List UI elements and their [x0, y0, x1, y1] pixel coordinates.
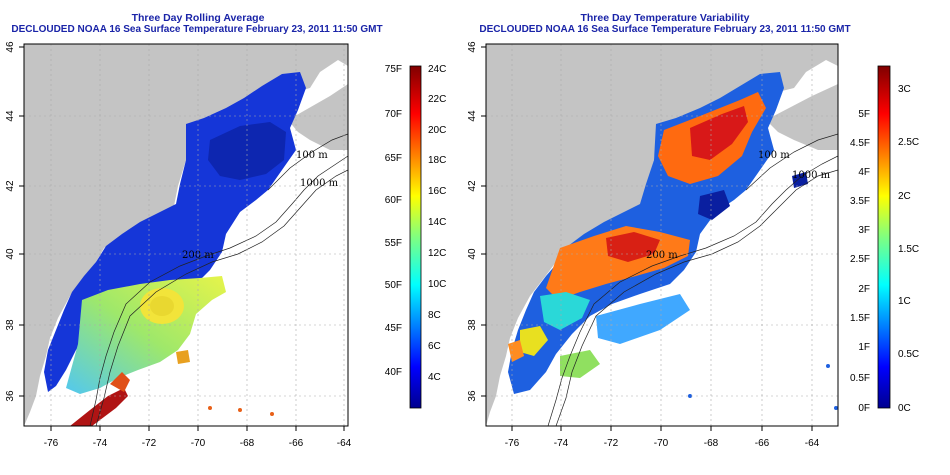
right-x-tick: -74: [554, 438, 569, 449]
right-colorbar-c-label: 0.5C: [898, 349, 919, 360]
right-colorbar-f-label: 3F: [858, 225, 870, 236]
left-colorbar-c-label: 16C: [428, 186, 446, 197]
right-title-line1: Three Day Temperature Variability: [580, 12, 750, 24]
left-warm-water: [66, 276, 226, 394]
right-y-tick: 42: [467, 180, 478, 192]
left-y-tick: 40: [5, 248, 16, 260]
left-colorbar-f-label: 75F: [385, 64, 402, 75]
right-colorbar-c-label: 3C: [898, 84, 911, 95]
right-isobath-label: 100 m: [758, 150, 790, 161]
left-colorbar-c-label: 18C: [428, 155, 446, 166]
left-colorbar-c-label: 14C: [428, 217, 446, 228]
left-colorbar-f-label: 40F: [385, 367, 402, 378]
left-colorbar-c-label: 6C: [428, 341, 441, 352]
right-y-tick: 44: [467, 110, 478, 122]
right-colorbar-f-label: 1.5F: [850, 313, 870, 324]
left-gridlines: [24, 44, 348, 426]
left-title-line1: Three Day Rolling Average: [131, 12, 265, 24]
right-colorbar-c-label: 2C: [898, 191, 911, 202]
left-colorbar: [409, 65, 422, 409]
right-x-tick: -66: [755, 438, 770, 449]
right-x-tick: -68: [704, 438, 719, 449]
right-y-tick: 36: [467, 390, 478, 402]
right-x-tick: -64: [805, 438, 820, 449]
right-y-tick: 40: [467, 248, 478, 260]
left-colorbar-f-label: 65F: [385, 153, 402, 164]
left-x-tick: -70: [191, 438, 206, 449]
left-colorbar-f-label: 50F: [385, 280, 402, 291]
left-colorbar-f-label: 60F: [385, 195, 402, 206]
right-colorbar-f-label: 4F: [858, 167, 870, 178]
left-y-tick: 38: [5, 319, 16, 331]
left-colorbar-c-label: 12C: [428, 248, 446, 259]
left-land-mass: [24, 44, 348, 426]
left-colorbar-c-label: 4C: [428, 372, 441, 383]
left-colorbar-c-label: 10C: [428, 279, 446, 290]
right-colorbar-c-label: 0C: [898, 403, 911, 414]
right-colorbar-f-label: 0F: [858, 403, 870, 414]
right-land-mass: [486, 44, 838, 426]
left-isobath-label: 100 m: [296, 150, 328, 161]
right-x-tick: -76: [505, 438, 520, 449]
right-title-line2: DECLOUDED NOAA 16 Sea Surface Temperatur…: [479, 24, 851, 35]
left-y-tick: 44: [5, 110, 16, 122]
right-x-axis: [511, 426, 813, 431]
right-colorbar-f-label: 2.5F: [850, 254, 870, 265]
left-isobath-label: 1000 m: [300, 178, 339, 189]
right-gridlines: [486, 44, 838, 426]
left-colorbar-f-label: 45F: [385, 323, 402, 334]
left-x-tick: -76: [44, 438, 59, 449]
right-colorbar-f-label: 3.5F: [850, 196, 870, 207]
right-y-tick: 46: [467, 41, 478, 53]
left-colorbar-c-label: 22C: [428, 94, 446, 105]
left-map-frame: [23, 43, 349, 427]
left-colorbar-c-label: 24C: [428, 64, 446, 75]
right-colorbar-f-label: 1F: [858, 342, 870, 353]
right-colorbar-f-label: 4.5F: [850, 138, 870, 149]
left-x-tick: -64: [337, 438, 352, 449]
left-x-tick: -74: [93, 438, 108, 449]
right-colorbar-f-label: 2F: [858, 284, 870, 295]
left-x-tick: -68: [240, 438, 255, 449]
right-colorbar-f-label: 0.5F: [850, 373, 870, 384]
right-colorbar-c-label: 1C: [898, 296, 911, 307]
left-y-tick: 42: [5, 180, 16, 192]
right-isobath-label: 1000 m: [792, 170, 831, 181]
left-colorbar-f-label: 55F: [385, 238, 402, 249]
left-colorbar-f-label: 70F: [385, 109, 402, 120]
right-colorbar-c-label: 1.5C: [898, 244, 919, 255]
left-gulf-stream: [70, 388, 128, 426]
right-colorbar-c-label: 2.5C: [898, 137, 919, 148]
right-colorbar: [877, 65, 891, 409]
left-title-line2: DECLOUDED NOAA 16 Sea Surface Temperatur…: [11, 24, 383, 35]
right-y-tick: 38: [467, 319, 478, 331]
left-y-tick: 46: [5, 41, 16, 53]
left-x-tick: -72: [142, 438, 157, 449]
left-y-tick: 36: [5, 390, 16, 402]
left-x-axis: [50, 426, 345, 431]
left-colorbar-c-label: 20C: [428, 125, 446, 136]
left-colorbar-c-label: 8C: [428, 310, 441, 321]
right-isobath-label: 200 m: [646, 250, 678, 261]
right-colorbar-f-label: 5F: [858, 109, 870, 120]
right-x-tick: -72: [604, 438, 619, 449]
right-x-tick: -70: [654, 438, 669, 449]
right-map-frame: [485, 43, 839, 427]
left-x-tick: -66: [289, 438, 304, 449]
